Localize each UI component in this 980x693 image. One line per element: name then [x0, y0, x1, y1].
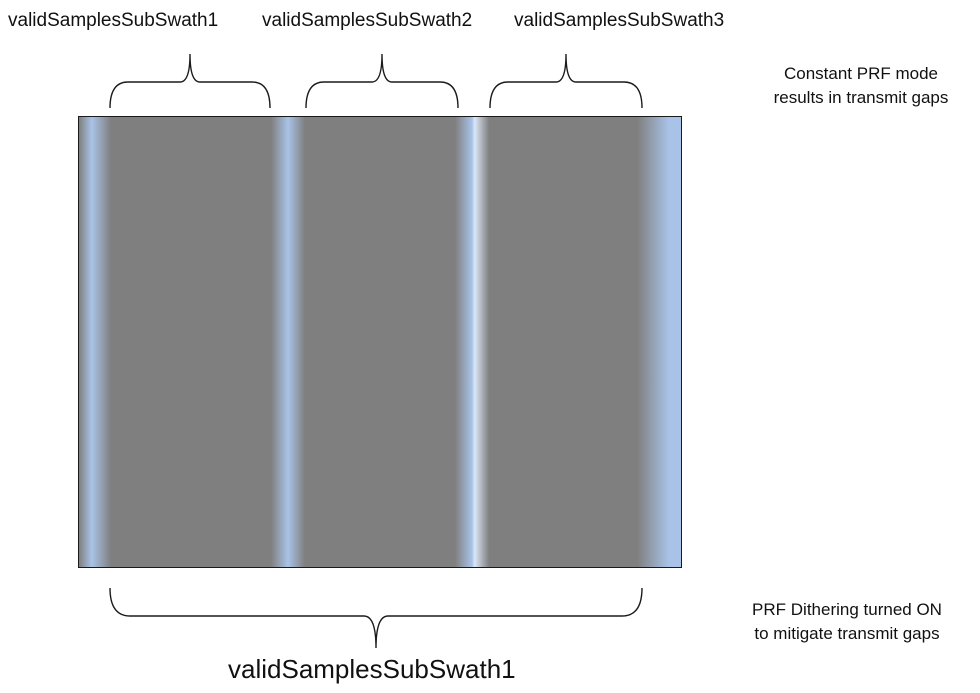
transmit-gap-1 — [271, 117, 305, 567]
constant-prf-note-line2: results in transmit gaps — [773, 88, 949, 107]
constant-prf-note: Constant PRF mode results in transmit ga… — [748, 62, 974, 110]
subswath1-label: validSamplesSubSwath1 — [8, 10, 219, 31]
transmit-gap-right — [637, 117, 681, 567]
dithering-note: PRF Dithering turned ON to mitigate tran… — [718, 598, 976, 646]
subswath2-brace — [305, 53, 459, 109]
subswath3-label: validSamplesSubSwath3 — [514, 10, 725, 31]
subswath1-brace — [109, 53, 271, 109]
subswath3-brace — [489, 53, 643, 109]
dithering-brace — [109, 587, 643, 649]
subswath2-label: validSamplesSubSwath2 — [262, 10, 473, 31]
transmit-gap-left — [79, 117, 111, 567]
constant-prf-note-line1: Constant PRF mode — [783, 64, 938, 83]
dithering-note-line2: to mitigate transmit gaps — [754, 624, 940, 643]
merged-subswath-label: validSamplesSubSwath1 — [228, 654, 516, 684]
dithering-note-line1: PRF Dithering turned ON — [752, 600, 942, 619]
transmit-gap-2 — [455, 117, 489, 567]
swath-panel — [78, 116, 682, 568]
